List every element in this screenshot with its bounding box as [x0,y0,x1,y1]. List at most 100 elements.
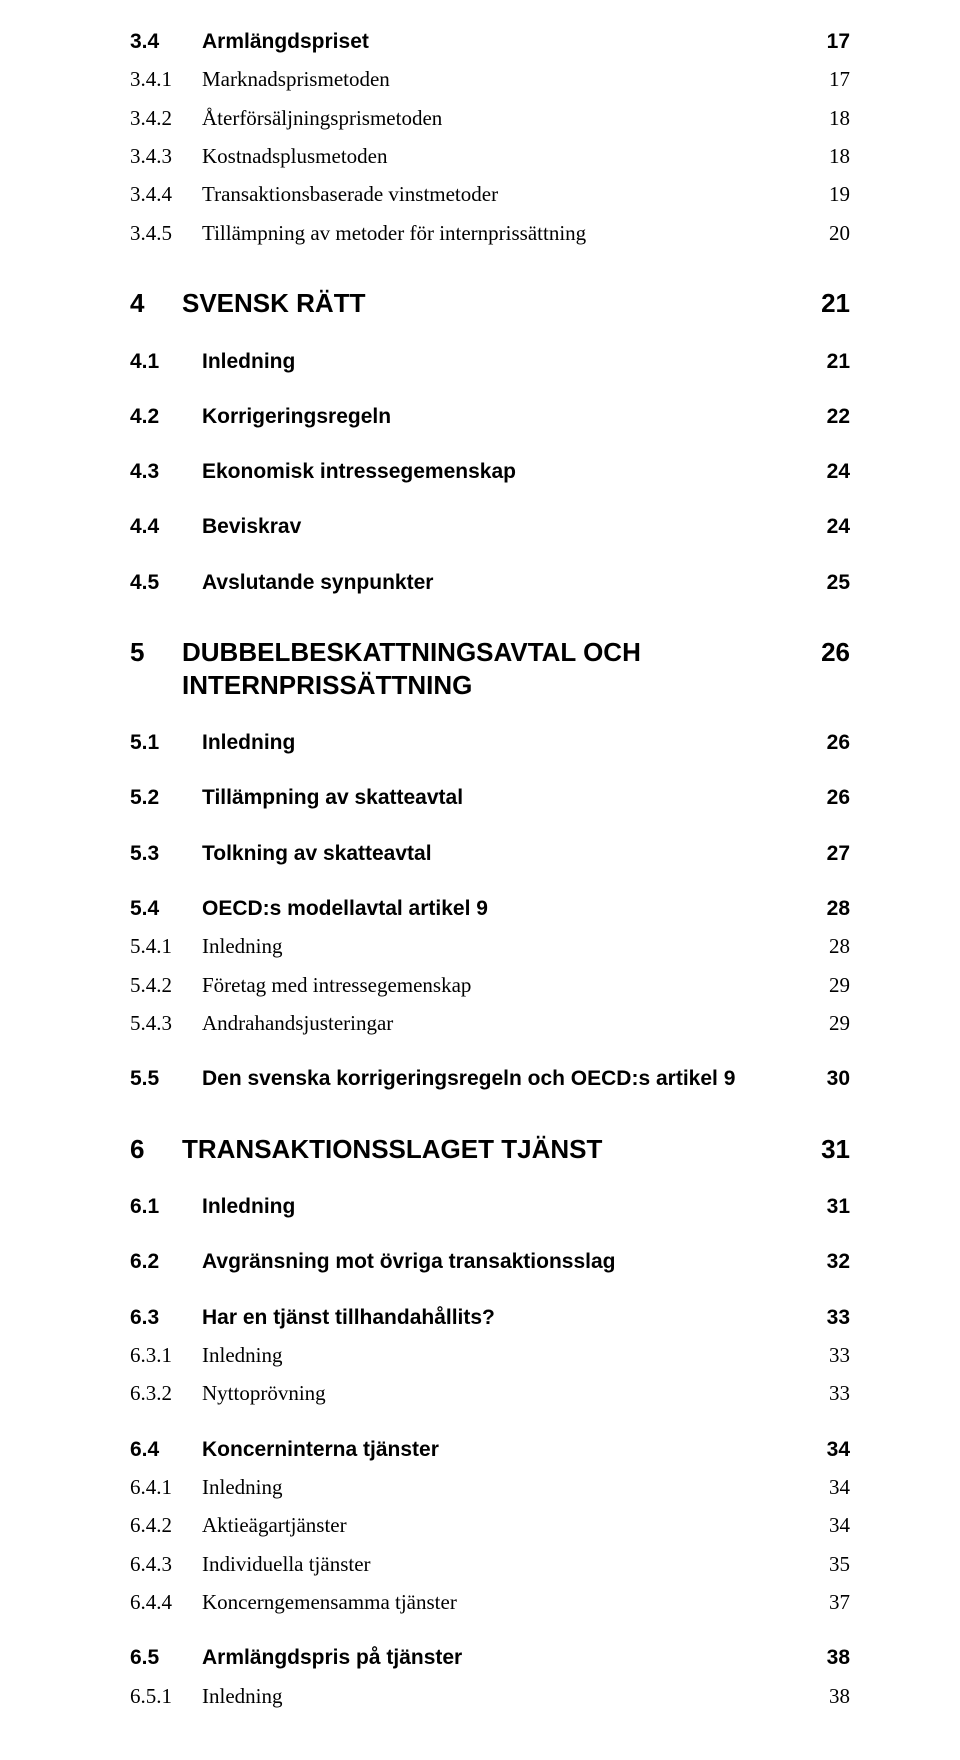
toc-number: 5.4.1 [130,932,202,960]
toc-entry-left: 3.4Armlängdspriset [130,28,369,55]
toc-page: 18 [829,142,850,170]
toc-entry: 6.5.1Inledning38 [130,1682,850,1710]
toc-title: Inledning [202,1473,282,1501]
toc-entry: 5.4.2Företag med intressegemenskap29 [130,971,850,999]
toc-number: 6.5 [130,1644,202,1671]
toc-number: 3.4 [130,28,202,55]
toc-entry-left: 5.4OECD:s modellavtal artikel 9 [130,895,488,922]
toc-title: Företag med intressegemenskap [202,971,471,999]
toc-entry: 6.4.3Individuella tjänster35 [130,1550,850,1578]
spacer [130,1047,850,1065]
toc-entry: 3.4.5Tillämpning av metoder för internpr… [130,219,850,247]
toc-entry: 3.4Armlängdspriset17 [130,28,850,55]
toc-entry-left: 6TRANSAKTIONSSLAGET TJÄNST [130,1133,602,1166]
toc-number: 4.2 [130,403,202,430]
toc-title: Inledning [202,932,282,960]
toc-entry: 5.1Inledning26 [130,729,850,756]
toc-entry-left: 6.5Armlängdspris på tjänster [130,1644,462,1671]
toc-page: 38 [827,1644,850,1671]
toc-title: Koncerngemensamma tjänster [202,1588,457,1616]
toc-page: 22 [827,403,850,430]
toc-number: 4.5 [130,569,202,596]
toc-page: 24 [827,513,850,540]
spacer [130,551,850,569]
toc-title: Ekonomisk intressegemenskap [202,458,516,485]
spacer [130,1103,850,1133]
toc-page: 18 [829,104,850,132]
table-of-contents: 3.4Armlängdspriset17 3.4.1Marknadsprismet… [130,28,850,1710]
spacer [130,1626,850,1644]
toc-number: 6.4.1 [130,1473,202,1501]
toc-number: 5.5 [130,1065,202,1092]
toc-entry: 4.4Beviskrav 24 [130,513,850,540]
toc-title: Marknadsprismetoden [202,65,390,93]
toc-entry: 4.1Inledning21 [130,348,850,375]
toc-entry-left: 6.4.3Individuella tjänster [130,1550,371,1578]
toc-number: 6.3 [130,1304,202,1331]
toc-entry-left: 4.2Korrigeringsregeln [130,403,391,430]
toc-title: TRANSAKTIONSSLAGET TJÄNST [182,1133,602,1166]
toc-entry: 4.5Avslutande synpunkter25 [130,569,850,596]
toc-entry-left: 4.1Inledning [130,348,295,375]
toc-entry-left: 6.2Avgränsning mot övriga transaktionssl… [130,1248,615,1275]
toc-page: 20 [829,219,850,247]
toc-title: Inledning [202,1682,282,1710]
toc-title: Nyttoprövning [202,1379,326,1407]
toc-number: 4.4 [130,513,202,540]
toc-title: Tolkning av skatteavtal [202,840,432,867]
toc-entry-left: 4.4Beviskrav [130,513,301,540]
toc-number: 5.4.3 [130,1009,202,1037]
toc-title: Beviskrav [202,513,301,540]
toc-number: 5.3 [130,840,202,867]
toc-entry-left: 3.4.4Transaktionsbaserade vinstmetoder [130,180,498,208]
spacer [130,385,850,403]
toc-entry: 6.2Avgränsning mot övriga transaktionssl… [130,1248,850,1275]
toc-page: 24 [827,458,850,485]
toc-page: 33 [829,1379,850,1407]
toc-title: Har en tjänst tillhandahållits? [202,1304,495,1331]
toc-page: 19 [829,180,850,208]
toc-title: Inledning [202,1193,295,1220]
toc-entry: 6.3.2Nyttoprövning 33 [130,1379,850,1407]
toc-title: Kostnadsplusmetoden [202,142,387,170]
spacer [130,1286,850,1304]
toc-entry-left: 3.4.3Kostnadsplusmetoden [130,142,387,170]
spacer [130,711,850,729]
toc-number: 6 [130,1133,182,1166]
toc-entry-left: 5.3Tolkning av skatteavtal [130,840,432,867]
toc-page: 26 [821,636,850,669]
toc-entry: 5.3Tolkning av skatteavtal27 [130,840,850,867]
spacer [130,257,850,287]
toc-entry: 6TRANSAKTIONSSLAGET TJÄNST31 [130,1133,850,1166]
toc-number: 5 [130,636,182,669]
toc-title: Tillämpning av skatteavtal [202,784,463,811]
toc-entry-left: 6.3.2Nyttoprövning [130,1379,326,1407]
toc-number: 3.4.2 [130,104,202,132]
spacer [130,1230,850,1248]
toc-entry: 5.2Tillämpning av skatteavtal 26 [130,784,850,811]
toc-number: 3.4.3 [130,142,202,170]
toc-entry-left: 5.2Tillämpning av skatteavtal [130,784,463,811]
toc-entry-left: 4SVENSK RÄTT [130,287,365,320]
toc-entry-left: 5.5Den svenska korrigeringsregeln och OE… [130,1065,735,1092]
toc-page: 30 [827,1065,850,1092]
toc-entry-left: 6.4.4Koncerngemensamma tjänster [130,1588,457,1616]
toc-page: 28 [829,932,850,960]
toc-page: 32 [827,1248,850,1275]
spacer [130,330,850,348]
toc-entry: 4.3Ekonomisk intressegemenskap 24 [130,458,850,485]
toc-number: 4.3 [130,458,202,485]
toc-title: Inledning [202,729,295,756]
toc-number: 6.4.4 [130,1588,202,1616]
toc-number: 6.1 [130,1193,202,1220]
toc-page: 34 [829,1473,850,1501]
toc-number: 5.4 [130,895,202,922]
toc-entry-left: 6.3Har en tjänst tillhandahållits? [130,1304,495,1331]
toc-page: 25 [827,569,850,596]
toc-entry: 6.4Koncerninterna tjänster34 [130,1436,850,1463]
toc-number: 6.5.1 [130,1682,202,1710]
toc-entry: 3.4.1Marknadsprismetoden17 [130,65,850,93]
toc-page: 26 [827,784,850,811]
toc-number: 5.4.2 [130,971,202,999]
toc-title: Individuella tjänster [202,1550,371,1578]
